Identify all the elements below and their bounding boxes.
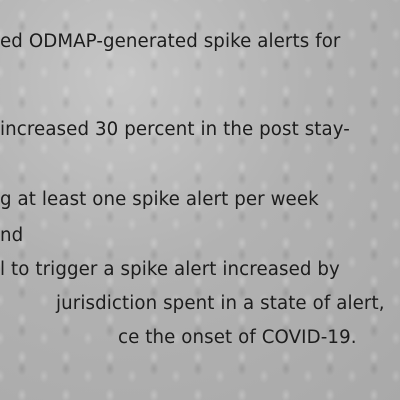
text-line-2: increased 30 percent in the post stay- [0,119,350,140]
text-line-4: nd [0,225,24,246]
text-line-3: g at least one spike alert per week [0,189,319,210]
text-line-7: ce the onset of COVID-19. [118,327,357,348]
text-line-1: ed ODMAP-generated spike alerts for [0,31,341,52]
text-line-5: l to trigger a spike alert increased by [0,259,340,280]
text-line-6: jurisdiction spent in a state of alert, [56,293,385,314]
